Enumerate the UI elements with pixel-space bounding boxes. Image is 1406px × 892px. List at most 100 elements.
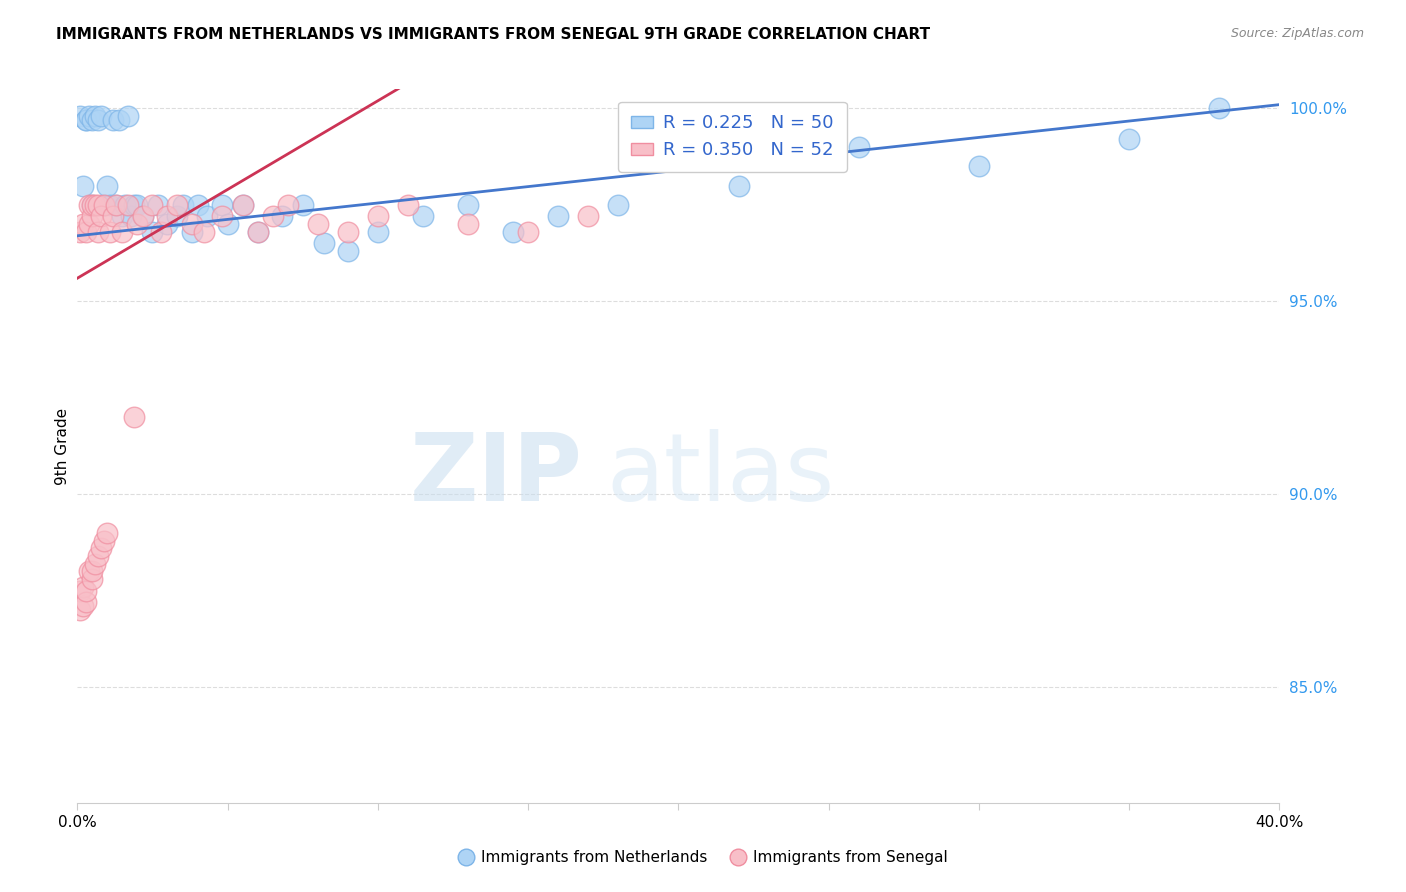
Point xyxy=(100,198,122,212)
Point xyxy=(967,159,990,173)
Point xyxy=(312,236,335,251)
Point xyxy=(457,198,479,212)
Point xyxy=(69,603,91,617)
Point xyxy=(211,210,233,224)
Point xyxy=(93,533,115,548)
Point xyxy=(166,210,188,224)
Point xyxy=(108,113,131,128)
Point xyxy=(105,198,128,212)
Point xyxy=(93,198,115,212)
Point xyxy=(412,210,434,224)
Point xyxy=(193,225,215,239)
Point xyxy=(180,225,202,239)
Point xyxy=(96,178,118,193)
Point xyxy=(103,210,125,224)
Point xyxy=(69,109,91,123)
Point xyxy=(277,198,299,212)
Point xyxy=(547,210,569,224)
Point xyxy=(72,217,94,231)
Point xyxy=(166,198,188,212)
Y-axis label: 9th Grade: 9th Grade xyxy=(55,408,70,484)
Point xyxy=(72,599,94,613)
Point xyxy=(87,113,110,128)
Point xyxy=(124,410,146,425)
Point xyxy=(82,198,104,212)
Point xyxy=(127,217,149,231)
Point xyxy=(186,198,209,212)
Point xyxy=(117,198,139,212)
Point xyxy=(124,198,146,212)
Point xyxy=(211,198,233,212)
Point xyxy=(396,198,419,212)
Point xyxy=(82,210,104,224)
Point xyxy=(457,217,479,231)
Legend: Immigrants from Netherlands, Immigrants from Senegal: Immigrants from Netherlands, Immigrants … xyxy=(451,844,955,871)
Point xyxy=(120,210,142,224)
Point xyxy=(172,198,194,212)
Point xyxy=(84,557,107,571)
Point xyxy=(111,210,134,224)
Point xyxy=(72,580,94,594)
Point xyxy=(75,595,97,609)
Point xyxy=(291,198,314,212)
Point xyxy=(69,225,91,239)
Point xyxy=(79,198,101,212)
Point xyxy=(141,225,163,239)
Point xyxy=(90,109,112,123)
Point xyxy=(148,198,170,212)
Point xyxy=(96,525,118,540)
Point xyxy=(75,583,97,598)
Point xyxy=(75,113,97,128)
Point xyxy=(517,225,540,239)
Point xyxy=(90,210,112,224)
Point xyxy=(87,225,110,239)
Point xyxy=(72,178,94,193)
Point xyxy=(117,109,139,123)
Point xyxy=(217,217,239,231)
Text: IMMIGRANTS FROM NETHERLANDS VS IMMIGRANTS FROM SENEGAL 9TH GRADE CORRELATION CHA: IMMIGRANTS FROM NETHERLANDS VS IMMIGRANT… xyxy=(56,27,931,42)
Point xyxy=(576,210,599,224)
Point xyxy=(82,565,104,579)
Point xyxy=(1208,102,1230,116)
Point xyxy=(105,198,128,212)
Point xyxy=(141,198,163,212)
Point xyxy=(87,198,110,212)
Point xyxy=(180,217,202,231)
Point xyxy=(232,198,254,212)
Point xyxy=(336,225,359,239)
Point xyxy=(727,178,749,193)
Point xyxy=(156,217,179,231)
Point xyxy=(114,198,136,212)
Point xyxy=(87,549,110,563)
Point xyxy=(84,198,107,212)
Point xyxy=(82,572,104,586)
Point xyxy=(367,210,389,224)
Point xyxy=(246,225,269,239)
Point xyxy=(307,217,329,231)
Point xyxy=(79,565,101,579)
Point xyxy=(132,210,155,224)
Point xyxy=(262,210,284,224)
Point xyxy=(103,113,125,128)
Point xyxy=(79,217,101,231)
Point xyxy=(848,140,870,154)
Point xyxy=(93,198,115,212)
Legend: R = 0.225   N = 50, R = 0.350   N = 52: R = 0.225 N = 50, R = 0.350 N = 52 xyxy=(619,102,846,172)
Text: ZIP: ZIP xyxy=(409,428,582,521)
Point xyxy=(246,225,269,239)
Text: atlas: atlas xyxy=(606,428,835,521)
Point xyxy=(82,198,104,212)
Point xyxy=(84,109,107,123)
Point xyxy=(1118,132,1140,146)
Point xyxy=(232,198,254,212)
Point xyxy=(111,225,134,239)
Point xyxy=(100,225,122,239)
Point xyxy=(75,225,97,239)
Point xyxy=(336,244,359,259)
Point xyxy=(502,225,524,239)
Point xyxy=(367,225,389,239)
Point xyxy=(82,113,104,128)
Point xyxy=(127,198,149,212)
Point xyxy=(607,198,630,212)
Point xyxy=(195,210,218,224)
